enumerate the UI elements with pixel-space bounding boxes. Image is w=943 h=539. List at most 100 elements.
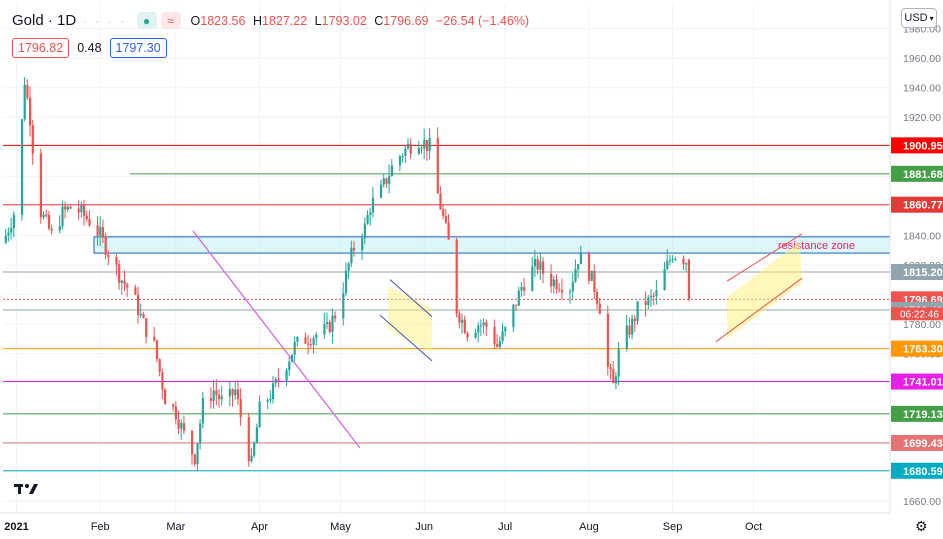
level-label: 1881.68 [903,169,943,181]
candle-body [172,404,175,407]
candle-body [85,215,88,220]
y-tick-label: 1940.00 [903,83,941,95]
candle-body [77,208,80,213]
level-label: 1763.30 [903,344,943,356]
candle-body [182,423,186,431]
candle-body [177,419,180,429]
candle-body [633,318,636,322]
candle-body [42,214,45,218]
candle-body [625,325,628,349]
candle-body [444,215,447,223]
dot-indicator-icon[interactable]: ● [136,12,157,29]
candle-body [126,284,129,288]
candle-body [523,287,526,291]
candle-body [26,85,29,98]
candle-body [388,176,391,184]
candle-body [196,443,199,465]
grid [3,5,890,513]
candle-body [682,258,685,265]
candle-body [652,295,655,297]
candle-body [334,315,337,319]
candle-body [674,258,677,260]
candle-body [385,178,388,184]
candle-body [4,235,7,243]
candle-body [404,148,407,157]
candle-body [552,279,555,287]
candle-body [371,197,375,213]
x-tick-label: May [330,521,351,533]
level-tag [891,137,943,154]
y-tick-label: 1840.00 [903,230,941,242]
candle-body [496,344,499,347]
candle-body [498,341,501,347]
candle-body [20,119,24,215]
candle-body [517,290,520,306]
gear-icon[interactable]: ⚙ [915,518,928,534]
x-tick-label: Mar [166,521,185,533]
currency-selector[interactable]: USD ▾ [901,8,937,28]
candle-body [361,238,364,251]
candle-body [685,263,688,265]
candle-body [593,270,596,292]
y-tick-label: 1960.00 [903,53,941,65]
level-label: 1741.01 [903,377,943,389]
candle-body [536,259,539,270]
y-tick-label: 1660.00 [903,496,941,508]
zones: resistance zone [93,236,891,254]
candle-body [158,359,161,373]
flag-lower [379,314,433,362]
candle-body [571,281,574,292]
candle-body [342,293,345,319]
candle-body [323,324,326,335]
candle-body [45,214,48,216]
candle-body [668,260,672,262]
candle-body [555,279,558,290]
candle-body [474,332,477,338]
symbol-header: Gold · 1D · · · · ● ≈ O1823.56 H1827.22 … [12,12,529,29]
candle-body [382,178,385,185]
candle-body [520,287,523,291]
level-label: 1815.20 [903,267,943,279]
x-tick-label: Aug [579,521,599,533]
candle-body [436,137,439,194]
symbol-title[interactable]: Gold · 1D [12,12,77,29]
candle-body [153,336,156,341]
candle-body [288,361,291,371]
candle-body [423,140,426,149]
candle-body [145,318,148,337]
candle-body [353,247,356,251]
candle-body [234,389,237,396]
candle-body [253,442,256,456]
candle-body [96,225,99,236]
candle-body [420,148,423,150]
candle-body [485,322,488,327]
candle-body [326,321,329,325]
x-tick-label: Oct [745,521,762,533]
level-label: 1699.43 [903,438,943,450]
candle-body [558,289,561,291]
candle-body [139,313,142,316]
candle-body [247,417,250,462]
candle-body [304,337,307,344]
candle-body [504,327,507,332]
wave-indicator-icon[interactable]: ≈ [160,12,181,29]
candle-body [328,321,331,333]
candle-body [636,301,639,322]
ohlc-readout: O1823.56 H1827.22 L1793.02 C1796.69 −26.… [190,13,530,28]
level-tag [891,165,943,182]
candle-body [533,259,537,267]
candle-body [590,270,593,281]
bid-button[interactable]: 1796.82 [12,38,70,58]
candle-body [250,455,253,462]
candle-body [609,367,612,370]
candle-body [380,184,383,198]
candle-body [174,406,177,420]
level-label: 1719.13 [903,409,943,421]
candle-body [458,313,461,323]
ask-button[interactable]: 1797.30 [109,38,167,58]
candle-body [137,294,140,316]
candle-body [577,264,580,270]
resistance-zone [93,236,891,254]
candle-body [647,297,650,306]
